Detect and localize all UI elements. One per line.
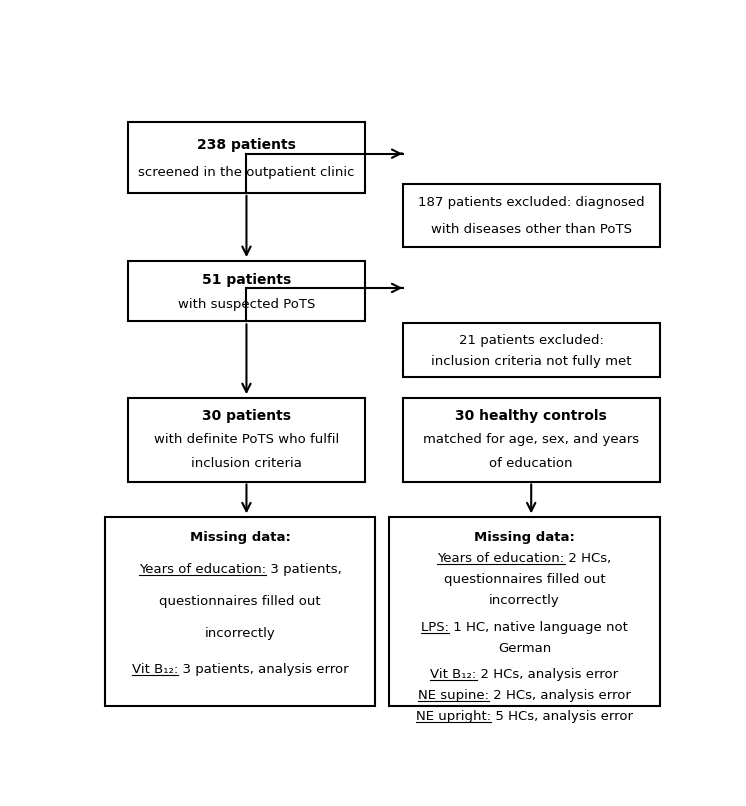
Text: questionnaires filled out: questionnaires filled out — [160, 595, 321, 608]
FancyBboxPatch shape — [403, 397, 659, 481]
Text: Years of education: 3 patients,: Years of education: 3 patients, — [139, 563, 342, 575]
Text: Vit B₁₂: 2 HCs, analysis error: Vit B₁₂: 2 HCs, analysis error — [430, 667, 618, 681]
Text: incorrectly: incorrectly — [489, 594, 560, 607]
Text: 51 patients: 51 patients — [202, 273, 291, 287]
Text: Missing data:: Missing data: — [474, 530, 575, 543]
Text: of education: of education — [489, 456, 573, 470]
Text: inclusion criteria not fully met: inclusion criteria not fully met — [431, 355, 631, 368]
Text: NE upright: 5 HCs, analysis error: NE upright: 5 HCs, analysis error — [416, 710, 633, 723]
Text: NE supine: 2 HCs, analysis error: NE supine: 2 HCs, analysis error — [418, 689, 631, 702]
Text: inclusion criteria: inclusion criteria — [191, 456, 302, 470]
Text: 30 patients: 30 patients — [202, 409, 291, 423]
Text: Missing data:: Missing data: — [189, 530, 290, 543]
FancyBboxPatch shape — [128, 260, 365, 322]
Text: LPS: 1 HC, native language not: LPS: 1 HC, native language not — [421, 621, 628, 634]
Text: 187 patients excluded: diagnosed: 187 patients excluded: diagnosed — [418, 196, 645, 209]
FancyBboxPatch shape — [403, 322, 659, 377]
FancyBboxPatch shape — [403, 184, 659, 247]
Text: matched for age, sex, and years: matched for age, sex, and years — [423, 433, 639, 446]
Text: with suspected PoTS: with suspected PoTS — [178, 298, 315, 311]
Text: with diseases other than PoTS: with diseases other than PoTS — [430, 222, 632, 235]
FancyBboxPatch shape — [128, 122, 365, 193]
Text: screened in the outpatient clinic: screened in the outpatient clinic — [138, 166, 354, 180]
Text: with definite PoTS who fulfil: with definite PoTS who fulfil — [154, 433, 339, 446]
FancyBboxPatch shape — [128, 397, 365, 481]
Text: questionnaires filled out: questionnaires filled out — [444, 573, 605, 586]
Text: 30 healthy controls: 30 healthy controls — [455, 409, 607, 423]
FancyBboxPatch shape — [389, 517, 659, 706]
Text: 238 patients: 238 patients — [197, 138, 296, 152]
Text: incorrectly: incorrectly — [204, 627, 275, 640]
Text: 21 patients excluded:: 21 patients excluded: — [459, 334, 604, 347]
FancyBboxPatch shape — [104, 517, 375, 706]
Text: Vit B₁₂: 3 patients, analysis error: Vit B₁₂: 3 patients, analysis error — [132, 663, 348, 676]
Text: German: German — [498, 642, 551, 655]
Text: Years of education: 2 HCs,: Years of education: 2 HCs, — [437, 551, 612, 565]
